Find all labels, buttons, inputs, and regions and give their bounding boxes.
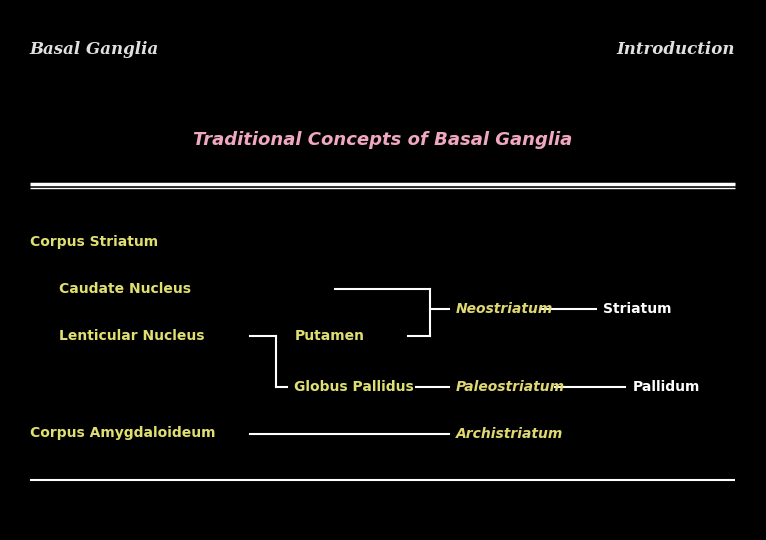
Text: Striatum: Striatum — [603, 302, 672, 316]
Text: Archistriatum: Archistriatum — [456, 427, 563, 441]
Text: Pallidum: Pallidum — [633, 380, 700, 394]
Text: Putamen: Putamen — [294, 329, 365, 343]
Text: Neostriatum: Neostriatum — [456, 302, 553, 316]
Text: Introduction: Introduction — [617, 41, 735, 58]
Text: Caudate Nucleus: Caudate Nucleus — [59, 282, 191, 296]
Text: Corpus Amygdaloideum: Corpus Amygdaloideum — [30, 427, 215, 441]
Text: Traditional Concepts of Basal Ganglia: Traditional Concepts of Basal Ganglia — [193, 131, 572, 149]
Text: Corpus Striatum: Corpus Striatum — [30, 235, 158, 249]
Text: Basal Ganglia: Basal Ganglia — [30, 41, 159, 58]
Text: Paleostriatum: Paleostriatum — [456, 380, 565, 394]
Text: Globus Pallidus: Globus Pallidus — [294, 380, 414, 394]
Text: Lenticular Nucleus: Lenticular Nucleus — [59, 329, 205, 343]
